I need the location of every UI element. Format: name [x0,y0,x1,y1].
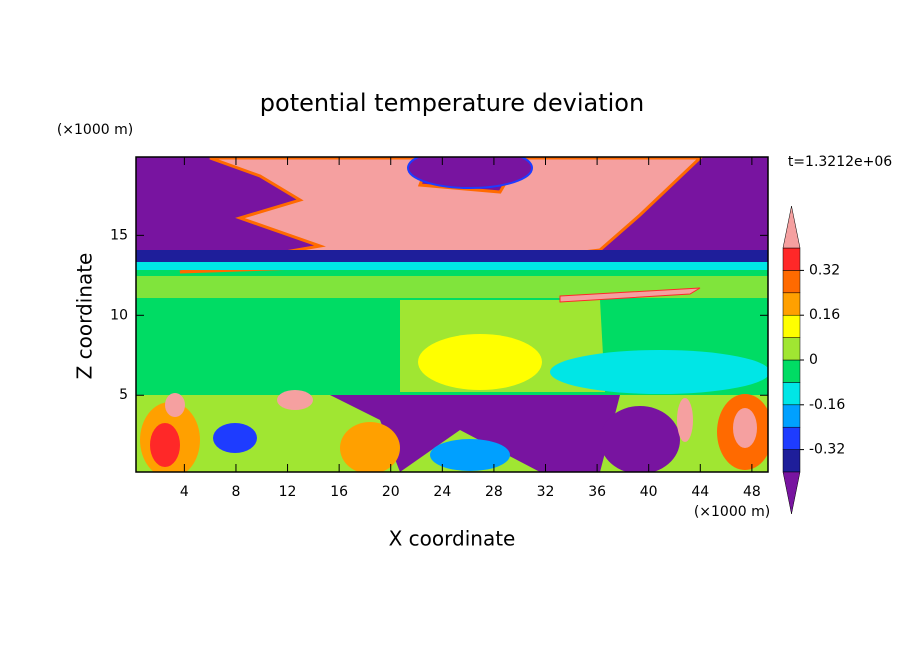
plot-frame [135,156,769,473]
y-tick-label: 15 [110,227,128,243]
x-tick-label: 8 [231,484,240,500]
x-tick-label: 16 [330,484,348,500]
y-tick-label: 5 [119,387,128,403]
contour-fill [136,250,768,262]
contour-fill [165,393,185,417]
contour-fill [330,395,620,472]
colorbar-tick-label: 0.32 [809,262,840,278]
colorbar-tick-label: -0.32 [809,442,845,458]
y-axis-label: Z coordinate [73,253,97,380]
colorbar-over [782,205,801,249]
x-tick-label: 20 [382,484,400,500]
colorbar-band [782,337,801,361]
contour-fill [340,422,400,472]
contour-fill [418,334,542,390]
annotation: t=1.3212e+06 [788,154,892,170]
x-unit: (×1000 m) [694,504,770,520]
colorbar-tick-label: -0.16 [809,397,845,413]
x-tick-label: 12 [279,484,297,500]
contour-field [136,157,768,472]
contour-fill [136,276,768,298]
colorbar-band [782,404,801,428]
x-tick-label: 40 [640,484,658,500]
contour-fill [407,157,533,189]
x-tick-label: 28 [485,484,503,500]
contour-fill [213,423,257,453]
colorbar-band [782,449,801,473]
x-tick-label: 48 [743,484,761,500]
colorbar-band [782,359,801,383]
contour-fill [150,423,180,467]
contour-fill [136,262,768,270]
x-tick-label: 44 [691,484,709,500]
colorbar-band [782,382,801,406]
contour-fill [733,408,757,448]
y-unit: (×1000 m) [57,122,133,138]
colorbar-band [782,270,801,294]
x-axis-label: X coordinate [389,527,516,551]
x-tick-label: 36 [588,484,606,500]
colorbar-tick-label: 0.16 [809,307,840,323]
colorbar-band [782,426,801,450]
contour-fill [430,439,510,471]
colorbar-band [782,314,801,338]
colorbar-under [782,471,801,515]
colorbar-band [782,247,801,271]
contour-fill [677,398,693,442]
chart-title: potential temperature deviation [260,89,644,117]
contour-fill [559,287,701,303]
y-tick-label: 10 [110,307,128,323]
x-tick-label: 32 [537,484,555,500]
x-tick-label: 4 [180,484,189,500]
colorbar-band [782,292,801,316]
contour-fill [277,390,313,410]
contour-fill [550,350,768,394]
x-tick-label: 24 [433,484,451,500]
contour-fill [600,406,680,472]
colorbar-tick-label: 0 [809,352,818,368]
